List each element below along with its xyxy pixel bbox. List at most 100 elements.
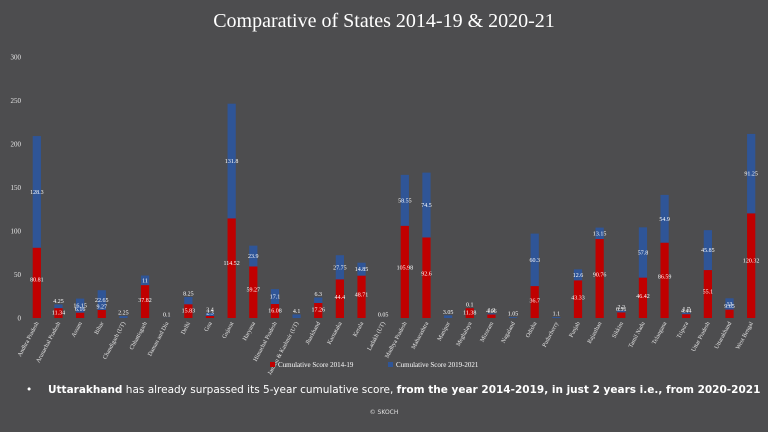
data-label-2019-2021: 0.1 <box>163 312 171 318</box>
data-label-2019-2021: 1.05 <box>508 312 519 318</box>
bar-2019-2021 <box>54 304 63 309</box>
bar-2019-2021 <box>357 262 366 276</box>
y-tick-label: 300 <box>11 54 22 62</box>
legend-label: Cumulative Score 2014-19 <box>278 361 354 369</box>
data-label-2019-2021: 1.7 <box>682 307 690 313</box>
x-category-label: Kerala <box>352 321 365 338</box>
y-tick-label: 250 <box>11 97 22 105</box>
legend-swatch <box>270 362 275 367</box>
data-label-2014-19: 80.81 <box>30 277 44 283</box>
data-label-2014-19: 16.08 <box>268 308 282 314</box>
x-category-label: Puducherry <box>542 321 560 348</box>
data-label-2019-2021: 131.8 <box>225 159 239 165</box>
data-label-2014-19: 36.7 <box>529 298 540 304</box>
x-category-label: Sikkim <box>612 321 626 339</box>
data-label-2019-2021: 4.1 <box>293 309 301 315</box>
bars <box>32 103 756 318</box>
data-label-2014-19: 6.51 <box>616 307 627 313</box>
bar-2014-19 <box>54 308 63 318</box>
x-category-label: Maharashtra <box>411 321 431 351</box>
x-category-label: Tamil Nadu <box>628 321 647 349</box>
x-category-label: Tripura <box>676 321 690 340</box>
bar-2019-2021 <box>314 297 323 303</box>
bar-2019-2021 <box>638 227 648 278</box>
data-label-2019-2021: 14.85 <box>355 267 369 273</box>
bar-2014-19 <box>573 280 583 318</box>
bar-2014-19 <box>422 237 431 318</box>
x-category-label: Meghalaya <box>456 321 474 348</box>
copyright: © SKOCH <box>369 409 399 416</box>
bar-2019-2021 <box>292 314 301 318</box>
bar-2019-2021 <box>119 316 128 318</box>
data-label-2019-2021: 0.05 <box>378 312 389 318</box>
data-label-2019-2021: 11 <box>142 278 148 284</box>
y-tick-label: 100 <box>11 228 22 236</box>
bar-2014-19 <box>357 275 366 318</box>
data-label-2019-2021: 74.5 <box>421 203 432 209</box>
bar-2014-19 <box>249 266 258 318</box>
bar-2014-19 <box>465 308 474 318</box>
bar-2014-19 <box>184 304 193 318</box>
data-label-2014-19: 90.76 <box>593 273 607 279</box>
bar-2019-2021 <box>184 297 193 305</box>
x-category-label: Haryana <box>242 321 257 342</box>
data-label-2014-19: 55.1 <box>703 290 714 296</box>
data-label-2019-2021: 0.1 <box>466 303 474 309</box>
data-label-2019-2021: 16.15 <box>73 304 87 310</box>
data-label-2014-19: 43.33 <box>571 295 585 301</box>
bar-2014-19 <box>97 309 106 318</box>
data-label-2014-19: 86.59 <box>658 275 672 281</box>
bar-2019-2021 <box>97 290 106 310</box>
note-state: Uttarakhand <box>48 384 123 396</box>
data-label-2019-2021: 17.1 <box>270 295 281 301</box>
data-label-2019-2021: 2.25 <box>118 311 129 317</box>
data-label-2014-19: 120.32 <box>743 258 760 264</box>
data-label-2014-19: 4.06 <box>486 309 497 315</box>
bar-2019-2021 <box>595 227 604 240</box>
x-category-label: Uttarakhand <box>714 321 733 350</box>
x-category-label: Himachal Pradesh <box>253 321 279 363</box>
x-category-label: Karnataka <box>327 321 344 346</box>
x-category-label: Jharkhand <box>305 321 322 346</box>
bar-2019-2021 <box>400 174 409 226</box>
data-label-2014-19: 92.6 <box>421 272 432 278</box>
data-label-2019-2021: 91.25 <box>744 172 758 178</box>
x-category-label: Daman and Diu <box>147 321 170 357</box>
legend-label: Cumulative Score 2019-2021 <box>396 361 479 369</box>
x-category-label: Telangana <box>652 321 669 346</box>
bar-2014-19 <box>682 314 691 318</box>
bar-2019-2021 <box>335 255 344 280</box>
data-label-2014-19: 48.71 <box>355 293 369 299</box>
bar-2019-2021 <box>270 289 280 305</box>
y-tick-label: 200 <box>11 141 22 149</box>
bar-2019-2021 <box>140 275 150 286</box>
data-label-2019-2021: 57.8 <box>638 250 649 256</box>
x-category-label: Manipur <box>437 321 452 342</box>
bar-2014-19 <box>76 312 85 318</box>
data-label-2014-19: 9.27 <box>97 304 108 310</box>
x-category-label: Ladakh (UT) <box>366 321 387 352</box>
bar-2019-2021 <box>227 103 236 219</box>
x-category-label: Chandigarh (UT) <box>102 321 128 361</box>
note-emph1: from the year 2014-2019, <box>396 384 549 396</box>
data-label-2014-19: 59.27 <box>247 288 261 294</box>
bar-2019-2021 <box>747 133 756 214</box>
bar-2019-2021 <box>725 298 734 310</box>
legend: Cumulative Score 2014-19 Cumulative Score… <box>270 361 479 369</box>
y-axis: 0 50 100 150 200 250 300 <box>11 54 22 323</box>
data-label-2019-2021: 4.25 <box>53 299 64 305</box>
bar-2014-19 <box>335 279 344 318</box>
x-category-label: Mizoram <box>480 321 496 344</box>
bar-2019-2021 <box>487 313 496 315</box>
bar-2014-19 <box>747 213 756 318</box>
bar-2019-2021 <box>617 310 626 313</box>
legend-swatch <box>388 362 393 367</box>
data-label-2019-2021: 60.3 <box>529 258 540 264</box>
y-tick-label: 150 <box>11 184 22 192</box>
data-label-2014-19: 37.82 <box>138 298 152 304</box>
x-category-label: Rajasthan <box>587 321 603 345</box>
data-label-2014-19: 6.16 <box>75 307 86 313</box>
